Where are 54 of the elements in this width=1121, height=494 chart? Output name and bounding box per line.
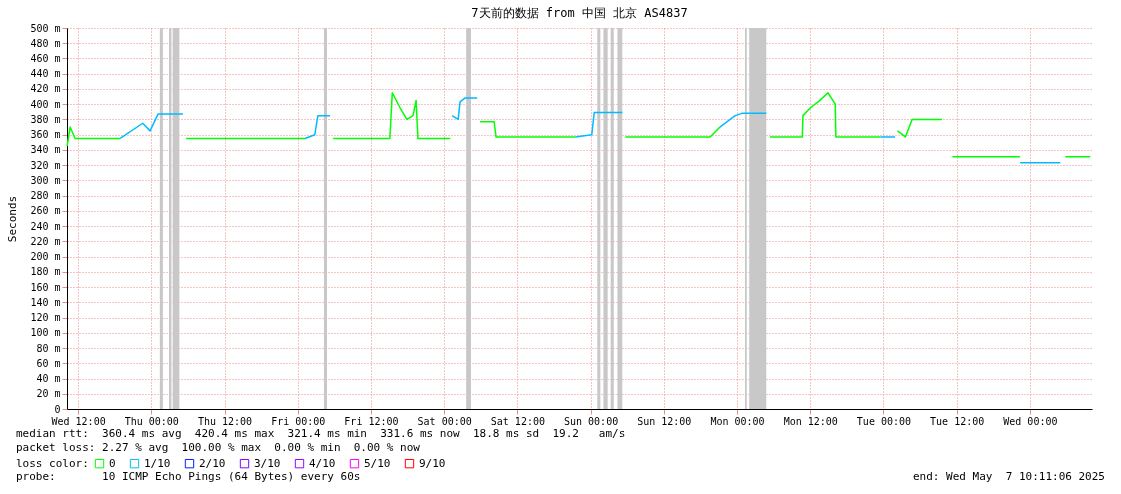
chart-title: 7天前的数据 from 中国 北京 AS4837 (471, 6, 688, 20)
y-tick-label: 220 m (30, 235, 61, 247)
y-tick-label: 280 m (30, 190, 61, 202)
x-tick-label: Sat 00:00 (417, 415, 472, 427)
x-tick-label: Mon 00:00 (710, 415, 765, 427)
y-tick-label: 480 m (30, 37, 61, 49)
x-tick-label: Sun 12:00 (637, 415, 692, 427)
text: median rtt: 360.4 ms avg 420.4 ms max 321.4 ms min 331.6 ms now 18.8 ms sd 19.2 am/s (16, 427, 626, 440)
y-tick-label: 360 m (30, 129, 61, 141)
x-tick-label: Sat 12:00 (490, 415, 545, 427)
y-tick-label: 340 m (30, 144, 61, 156)
legend-label: 0 (109, 456, 116, 470)
y-tick-label: 320 m (30, 159, 61, 171)
x-tick-label: Tue 12:00 (930, 415, 985, 427)
y-tick-label: 400 m (30, 98, 61, 110)
text: packet loss: 2.27 % avg 100.00 % max 0.00 % min 0.00 % now (16, 441, 421, 454)
x-tick-label: Thu 12:00 (197, 415, 253, 427)
x-tick-label: Sun 00:00 (563, 415, 619, 427)
y-tick-label: 60 m (36, 357, 61, 369)
legend-label: 3/10 (254, 456, 281, 470)
y-tick-label: 100 m (30, 327, 61, 339)
y-tick-label: 200 m (30, 251, 61, 263)
y-tick-label: 140 m (30, 296, 61, 308)
y-tick-label: 80 m (36, 342, 61, 354)
y-tick-label: 180 m (30, 266, 61, 278)
text: end: Wed May 7 10:11:06 2025 (912, 470, 1105, 483)
y-tick-label: 440 m (30, 68, 61, 80)
y-tick-label: 160 m (30, 281, 61, 293)
legend-label: 4/10 (309, 456, 336, 470)
y-tick-label: 420 m (30, 83, 61, 95)
y-tick-label: 300 m (30, 174, 61, 186)
y-axis-title: Seconds (6, 195, 20, 243)
x-tick-label: Wed 12:00 (51, 415, 106, 427)
x-tick-label: Wed 00:00 (1003, 415, 1058, 427)
y-tick-label: 380 m (30, 113, 61, 125)
legend-label: 2/10 (199, 456, 226, 470)
y-tick-label: 0 (54, 403, 61, 415)
text: probe: 10 ICMP Echo Pings (64 Bytes) every 60s (16, 470, 361, 483)
y-tick-label: 20 m (36, 388, 61, 400)
x-tick-label: Thu 00:00 (124, 415, 179, 427)
x-tick-label: Fri 00:00 (271, 415, 326, 427)
y-tick-label: 460 m (30, 52, 61, 64)
x-tick-label: Fri 12:00 (344, 415, 399, 427)
x-tick-label: Tue 00:00 (856, 415, 912, 427)
x-tick-label: Mon 12:00 (783, 415, 838, 427)
legend-title: loss color: (16, 457, 89, 470)
y-tick-label: 40 m (36, 373, 61, 385)
legend-label: 5/10 (364, 456, 391, 470)
y-tick-label: 240 m (30, 220, 61, 232)
y-tick-label: 120 m (30, 312, 61, 324)
y-tick-label: 500 m (30, 22, 61, 34)
legend-label: 1/10 (144, 456, 171, 470)
legend-label: 9/10 (419, 456, 446, 470)
y-tick-label: 260 m (30, 205, 61, 217)
